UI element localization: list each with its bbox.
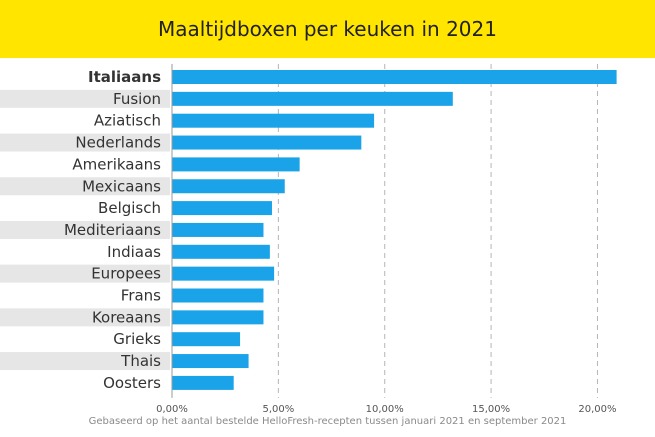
category-label: Koreaans [92,308,161,326]
row-stripe [0,220,170,239]
bar-indiaas [172,244,270,259]
category-label: Nederlands [75,134,161,152]
bar-oosters [172,375,234,390]
bar-mediteriaans [172,222,264,237]
bar-chart: Italiaans Fusion Aziatisch Nederlands Amerik… [0,64,617,413]
title-banner [0,0,655,58]
bar-nederlands [172,135,362,150]
category-label: Frans [121,287,161,305]
bar-fusion [172,91,453,106]
bar-koreaans [172,310,264,325]
category-label: Amerikaans [72,155,161,173]
category-label: Mexicaans [82,177,161,195]
category-label: Italiaans [88,68,161,86]
chart-title: Maaltijdboxen per keuken in 2021 [158,17,497,41]
row-stripe [0,89,170,108]
row-stripe [0,133,170,152]
category-label: Indiaas [107,243,161,261]
bar-belgisch [172,201,272,216]
bar-amerikaans [172,157,300,172]
x-tick-label: 5,00% [262,404,294,413]
category-label: Fusion [113,90,161,108]
category-label: Grieks [113,330,161,348]
row-stripe [0,177,170,196]
category-label: Thais [120,352,161,370]
bar-frans [172,288,264,303]
x-tick-label: 15,00% [472,404,510,413]
category-label: Oosters [103,374,161,392]
bar-grieks [172,332,241,347]
category-label: Belgisch [98,199,161,217]
category-label: Aziatisch [94,112,161,130]
x-tick-label: 10,00% [366,404,404,413]
row-stripe [0,352,170,371]
row-stripe [0,308,170,327]
bar-italiaans [172,70,617,84]
x-tick-label: 20,00% [578,404,616,413]
footnote: Gebaseerd op het aantal bestelde HelloFr… [88,416,567,427]
category-label: Mediteriaans [64,221,161,239]
row-stripe [0,264,170,283]
x-tick-label: 0,00% [156,404,188,413]
bar-europees [172,266,275,281]
bar-thais [172,354,249,369]
bar-aziatisch [172,113,375,128]
bar-mexicaans [172,179,285,194]
category-label: Europees [91,265,161,283]
